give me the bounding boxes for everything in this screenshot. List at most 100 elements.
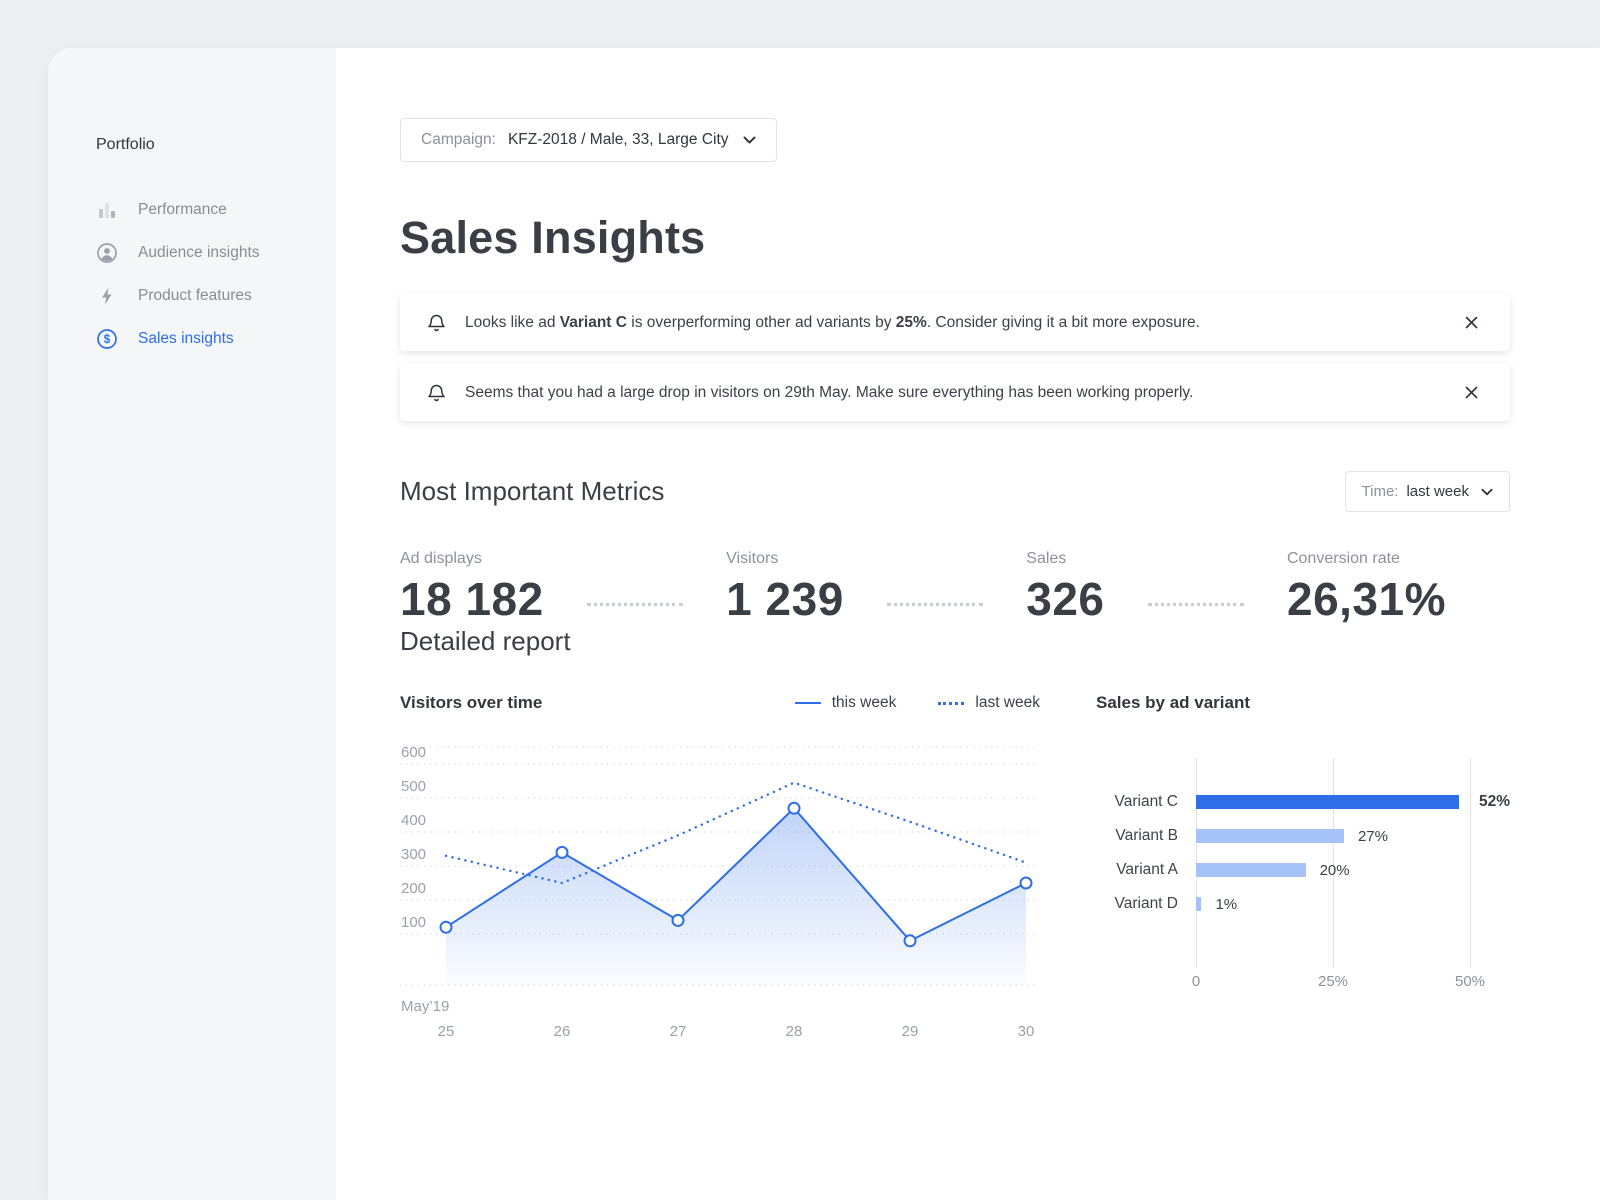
sidebar-item-performance[interactable]: Performance (96, 188, 312, 231)
y-tick-label: 600 (401, 744, 426, 761)
legend-swatch (794, 702, 821, 704)
data-point (671, 913, 685, 927)
notification-banner: Seems that you had a large drop in visit… (400, 364, 1510, 421)
metrics-section-head: Most Important Metrics Time: last week (400, 471, 1510, 512)
bar-row-variant-b: Variant B 27% (1096, 819, 1510, 853)
data-point (1019, 876, 1033, 890)
bar-chart-x-axis: 0 25% 50% (1192, 973, 1510, 993)
app-window: Portfolio Performance Audience insights … (48, 48, 1600, 1200)
data-point (555, 845, 569, 859)
x-tick-label: 0 (1191, 973, 1201, 990)
bar-category-label: Variant C (1114, 793, 1178, 810)
sidebar-item-sales-insights[interactable]: $ Sales insights (96, 317, 312, 360)
metrics-section-title: Most Important Metrics (400, 476, 665, 506)
campaign-selector-label: Campaign: (421, 131, 496, 148)
charts-row: Visitors over time this week last week 10… (399, 693, 1510, 1046)
campaign-selector-value: KFZ-2018 / Male, 33, Large City (507, 131, 729, 148)
legend-item-last-week: last week (938, 694, 1040, 712)
bar-row-variant-c: Variant C 52% (1096, 785, 1510, 819)
sidebar-item-label: Performance (138, 200, 227, 218)
time-selector-value: last week (1406, 483, 1469, 500)
metric-value: 1 239 (726, 573, 844, 625)
vertical-gridline (1333, 759, 1334, 967)
y-tick-label: 400 (401, 812, 426, 829)
bar-category-label: Variant A (1116, 861, 1178, 878)
chevron-down-icon (739, 131, 756, 149)
dotted-separator (887, 603, 984, 606)
time-selector[interactable]: Time: last week (1344, 471, 1510, 512)
dollar-icon: $ (96, 328, 118, 350)
metric-label: Sales (1026, 550, 1067, 567)
sales-by-variant-chart: Sales by ad variant Variant C 52% Variant … (1096, 693, 1510, 1046)
sidebar-title: Portfolio (96, 136, 155, 153)
bar-row-variant-d: Variant D 1% (1096, 887, 1510, 921)
x-tick-label: 28 (786, 1023, 803, 1040)
x-tick-label: 25 (438, 1023, 455, 1040)
bell-icon (426, 381, 447, 404)
line-chart-title: Visitors over time (400, 693, 543, 712)
notification-banner: Looks like ad Variant C is overperformin… (400, 294, 1510, 351)
metric-conversion-rate: Conversion rate 26,31% (1287, 550, 1446, 626)
metric-ad-displays: Ad displays 18 182 (400, 550, 544, 626)
page-title: Sales Insights (400, 212, 706, 263)
notification-text: Looks like ad Variant C is overperformin… (465, 313, 1200, 331)
y-tick-label: 100 (401, 914, 426, 931)
data-point (787, 801, 801, 815)
data-point (439, 920, 453, 934)
x-tick-label: 30 (1018, 1023, 1035, 1040)
last-week-line (444, 781, 1028, 885)
x-tick-label: 25% (1317, 973, 1349, 990)
this-week-line (445, 806, 1027, 943)
legend-swatch (938, 701, 965, 705)
bar (1196, 829, 1344, 843)
notification-text: Seems that you had a large drop in visit… (465, 383, 1194, 401)
bar-value-label: 52% (1478, 793, 1510, 810)
sidebar-item-label: Audience insights (138, 243, 260, 261)
data-point (903, 934, 917, 948)
visitors-over-time-chart: Visitors over time this week last week 10… (399, 693, 1041, 1046)
bar-category-label: Variant D (1114, 895, 1178, 912)
sidebar-item-label: Sales insights (138, 329, 234, 347)
chart-legend: this week last week (794, 694, 1040, 712)
campaign-selector[interactable]: Campaign: KFZ-2018 / Male, 33, Large Cit… (400, 118, 777, 162)
metric-visitors: Visitors 1 239 (726, 550, 844, 626)
metric-label: Visitors (726, 550, 779, 567)
metric-label: Conversion rate (1286, 550, 1400, 567)
metric-value: 18 182 (400, 573, 544, 625)
metric-value: 26,31% (1286, 573, 1446, 625)
bar-chart-icon (96, 199, 118, 221)
dotted-separator (1147, 603, 1244, 606)
x-tick-label: 29 (902, 1023, 919, 1040)
x-tick-label: 50% (1454, 973, 1486, 990)
bar-row-variant-a: Variant A 20% (1096, 853, 1510, 887)
bar (1196, 795, 1459, 809)
y-tick-label: 500 (401, 778, 426, 795)
main-content: Campaign: KFZ-2018 / Male, 33, Large Cit… (336, 48, 1600, 1200)
bar-value-label: 27% (1357, 827, 1388, 845)
sidebar-item-product-features[interactable]: Product features (96, 274, 312, 317)
bar-category-label: Variant B (1115, 827, 1178, 844)
metrics-row: Ad displays 18 182 Visitors 1 239 Sales … (400, 550, 1446, 626)
sidebar-item-label: Product features (138, 286, 252, 304)
bell-icon (426, 311, 447, 334)
bar-value-label: 20% (1319, 861, 1350, 879)
close-icon[interactable] (1459, 310, 1484, 335)
time-selector-label: Time: (1361, 483, 1399, 500)
x-tick-label: 26 (554, 1023, 571, 1040)
bar-rows: Variant C 52% Variant B 27% Variant A 20% Vari… (1096, 785, 1510, 921)
line-chart-head: Visitors over time this week last week (400, 693, 1040, 713)
x-axis-month-label: May’19 (401, 998, 449, 1015)
bar-chart-title: Sales by ad variant (1096, 693, 1251, 712)
y-tick-label: 300 (401, 846, 426, 863)
sidebar: Portfolio Performance Audience insights … (48, 48, 336, 1200)
metric-label: Ad displays (400, 550, 482, 567)
vertical-gridline (1470, 759, 1471, 967)
sidebar-item-audience-insights[interactable]: Audience insights (96, 231, 312, 274)
y-tick-label: 200 (401, 880, 426, 897)
sidebar-nav: Performance Audience insights Product fe… (96, 188, 312, 360)
metric-value: 326 (1026, 573, 1105, 625)
svg-text:$: $ (104, 334, 111, 346)
bar-value-label: 1% (1215, 895, 1238, 913)
bar (1196, 897, 1202, 911)
close-icon[interactable] (1459, 380, 1484, 405)
